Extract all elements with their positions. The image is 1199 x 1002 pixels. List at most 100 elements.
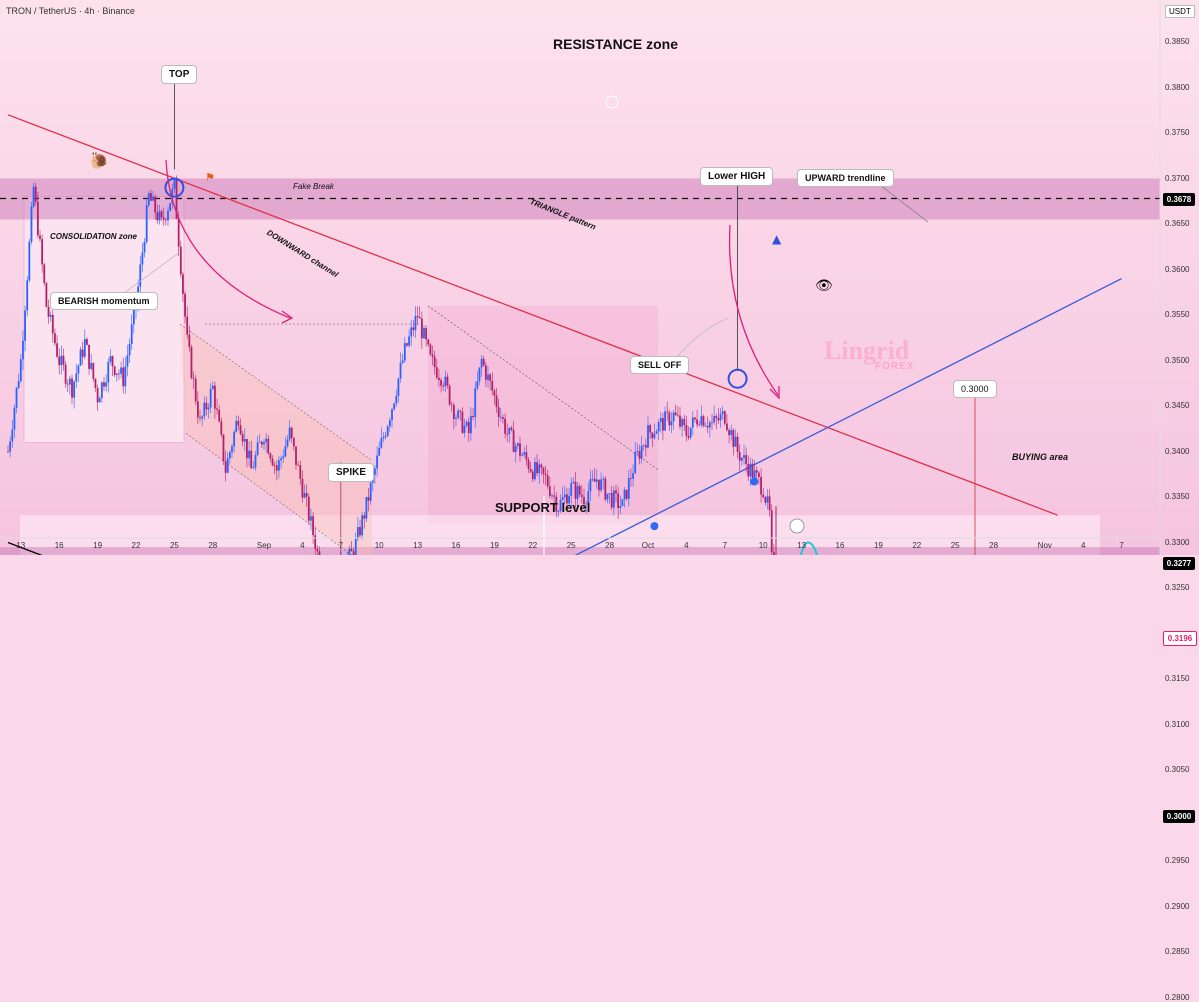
candle-body-280 <box>604 478 607 500</box>
candle-body-197 <box>427 339 430 345</box>
candle-body-190 <box>412 327 415 331</box>
candle-body-18 <box>45 283 48 307</box>
candle-body-114 <box>250 450 253 469</box>
candle-body-75 <box>167 210 169 221</box>
candle-body-335 <box>721 411 724 415</box>
spike-label: SPIKE <box>328 463 375 482</box>
candle-body-270 <box>583 496 585 505</box>
candle-body-309 <box>666 411 669 413</box>
candle-body-85 <box>188 334 191 348</box>
y-tick-label: 0.3100 <box>1165 719 1190 729</box>
candle-body-252 <box>544 473 547 476</box>
candle-body-10 <box>28 241 31 281</box>
candle-body-186 <box>403 343 406 361</box>
candle-body-48 <box>109 356 112 362</box>
lightning-icon <box>789 518 805 534</box>
candle-body-306 <box>659 418 662 423</box>
candle-body-349 <box>751 463 754 478</box>
candle-body-320 <box>689 427 692 438</box>
candle-body-36 <box>83 339 86 357</box>
y-tick-label: 0.2950 <box>1165 856 1190 865</box>
candle-body-105 <box>231 446 233 453</box>
x-tick-label: 28 <box>208 541 218 550</box>
candle-body-352 <box>758 472 760 477</box>
resistance-zone-label: RESISTANCE zone <box>553 36 678 52</box>
candle-body-206 <box>446 376 449 386</box>
candle-body-127 <box>278 460 280 471</box>
candle-body-125 <box>273 465 276 467</box>
candle-body-145 <box>316 549 319 552</box>
candle-body-29 <box>68 378 71 385</box>
candle-body-56 <box>126 355 129 367</box>
candle-body-310 <box>668 412 671 426</box>
candle-body-2 <box>11 429 14 442</box>
candle-body-98 <box>216 408 218 411</box>
y-tick-label: 0.3250 <box>1165 583 1190 592</box>
candle-body-198 <box>429 344 432 355</box>
candle-body-210 <box>455 417 457 419</box>
candle-body-301 <box>649 425 652 433</box>
candle-body-211 <box>457 410 460 418</box>
candle-body-128 <box>280 458 282 461</box>
candle-body-43 <box>98 398 101 403</box>
candle-body-258 <box>557 511 560 512</box>
candle-body-45 <box>103 382 105 387</box>
lower-high-label: Lower HIGH <box>700 167 774 186</box>
candle-body-284 <box>612 490 615 508</box>
candle-body-228 <box>493 390 496 396</box>
candle-body-160 <box>348 548 351 555</box>
x-tick-label: 13 <box>413 541 423 550</box>
x-tick-label: 22 <box>528 541 538 550</box>
candle-body-255 <box>551 495 553 497</box>
candle-body-313 <box>674 412 677 415</box>
candle-body-246 <box>531 471 534 480</box>
candle-body-285 <box>615 490 617 494</box>
candle-body-200 <box>433 356 436 368</box>
candle-body-79 <box>175 179 178 219</box>
eye-icon: 👁 <box>815 278 833 294</box>
downward-channel-fill <box>180 324 372 555</box>
candle-body-50 <box>113 366 116 375</box>
candle-body-359 <box>772 552 775 555</box>
scroll-down-icon <box>605 95 619 109</box>
candle-body-341 <box>734 436 737 447</box>
candle-body-146 <box>318 551 321 555</box>
candle-body-169 <box>367 497 370 501</box>
candle-body-175 <box>380 438 383 448</box>
candle-body-162 <box>352 551 355 555</box>
candle-body-241 <box>521 454 524 456</box>
candle-body-5 <box>17 380 20 388</box>
candle-body-203 <box>440 379 442 386</box>
candle-body-205 <box>444 376 447 387</box>
candle-body-329 <box>708 422 711 428</box>
candle-body-25 <box>60 355 63 366</box>
candle-body-324 <box>698 424 701 426</box>
candle-body-139 <box>303 492 306 498</box>
chart-canvas: ★ 🐌 👁 ▲ ⚑ <box>0 0 1199 555</box>
candle-body-9 <box>26 280 29 311</box>
candle-body-315 <box>679 415 681 427</box>
x-tick-label: 22 <box>131 541 141 550</box>
trendline-touch-dot-1 <box>650 522 659 531</box>
candle-body-57 <box>128 343 131 356</box>
currency-button[interactable]: USDT <box>1165 5 1195 18</box>
candle-body-120 <box>263 442 265 445</box>
candle-body-291 <box>627 477 630 499</box>
markers-layer: 🐌 👁 ▲ ⚑ <box>89 80 976 555</box>
candle-body-195 <box>423 328 425 339</box>
candle-body-180 <box>391 409 393 421</box>
candle-body-32 <box>75 373 78 382</box>
candle-body-333 <box>717 418 720 421</box>
candle-body-293 <box>632 472 634 479</box>
candle-body-80 <box>177 218 180 247</box>
candle-body-339 <box>730 430 733 436</box>
candle-body-251 <box>542 467 545 474</box>
candle-body-323 <box>696 419 698 425</box>
candle-body-124 <box>271 458 274 466</box>
candle-body-334 <box>719 414 722 421</box>
buying-area-label: BUYING area <box>1012 452 1069 462</box>
y-tick-label: 0.3400 <box>1165 446 1190 456</box>
watermark-sub: FOREX <box>875 361 915 372</box>
candle-body-226 <box>489 374 492 381</box>
candle-body-178 <box>386 426 389 436</box>
